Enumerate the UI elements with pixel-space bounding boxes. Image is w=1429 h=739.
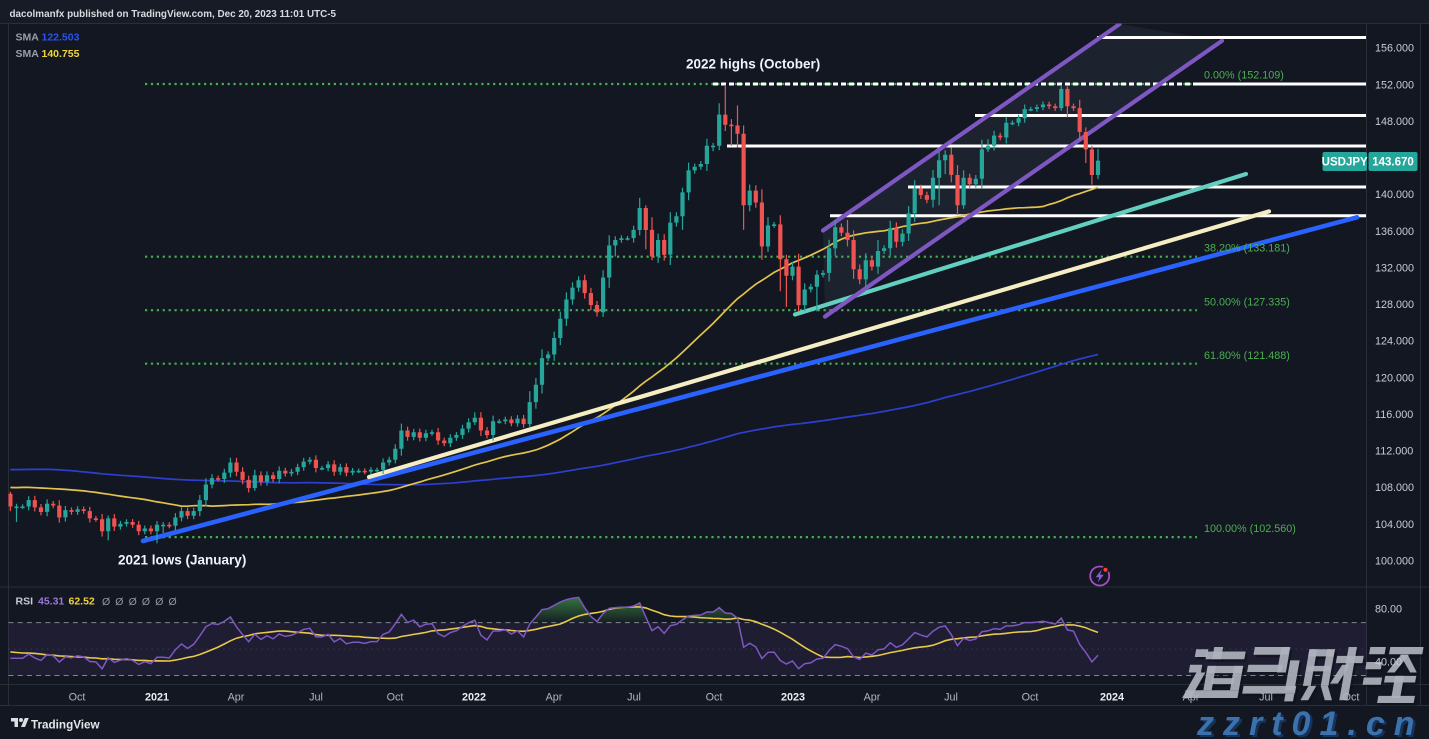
svg-text:140.000: 140.000 bbox=[1375, 189, 1414, 201]
svg-text:SMA: SMA bbox=[16, 48, 40, 60]
svg-text:132.000: 132.000 bbox=[1375, 263, 1414, 275]
svg-text:50.00% (127.335): 50.00% (127.335) bbox=[1204, 297, 1290, 309]
svg-text:Oct: Oct bbox=[1343, 692, 1360, 704]
svg-text:Ø: Ø bbox=[142, 596, 150, 608]
svg-text:100.00% (102.560): 100.00% (102.560) bbox=[1204, 523, 1296, 535]
svg-text:SMA: SMA bbox=[16, 31, 40, 43]
svg-text:Jul: Jul bbox=[944, 692, 958, 704]
svg-text:Jul: Jul bbox=[627, 692, 641, 704]
svg-text:0.00% (152.109): 0.00% (152.109) bbox=[1204, 70, 1284, 82]
svg-text:156.000: 156.000 bbox=[1375, 43, 1414, 55]
svg-text:2022 highs (October): 2022 highs (October) bbox=[686, 57, 820, 72]
svg-text:Apr: Apr bbox=[546, 692, 563, 704]
svg-text:124.000: 124.000 bbox=[1375, 336, 1414, 348]
svg-text:Jul: Jul bbox=[309, 692, 323, 704]
svg-text:152.000: 152.000 bbox=[1375, 79, 1414, 91]
svg-text:Oct: Oct bbox=[387, 692, 404, 704]
svg-text:128.000: 128.000 bbox=[1375, 299, 1414, 311]
svg-text:Ø: Ø bbox=[115, 596, 123, 608]
svg-text:148.000: 148.000 bbox=[1375, 116, 1414, 128]
svg-text:Ø: Ø bbox=[169, 596, 177, 608]
svg-text:38.20% (133.181): 38.20% (133.181) bbox=[1204, 243, 1290, 255]
svg-text:120.000: 120.000 bbox=[1375, 372, 1414, 384]
svg-text:100.000: 100.000 bbox=[1375, 556, 1414, 568]
svg-text:Oct: Oct bbox=[1022, 692, 1039, 704]
svg-text:Oct: Oct bbox=[69, 692, 86, 704]
svg-text:2024: 2024 bbox=[1100, 692, 1124, 704]
svg-text:140.755: 140.755 bbox=[42, 48, 80, 60]
svg-text:61.80% (121.488): 61.80% (121.488) bbox=[1204, 350, 1290, 362]
svg-text:62.52: 62.52 bbox=[69, 596, 95, 608]
svg-text:zzrt01.cn: zzrt01.cn bbox=[1196, 705, 1424, 739]
svg-text:112.000: 112.000 bbox=[1375, 446, 1413, 458]
svg-text:zzrt01.cn: zzrt01.cn bbox=[1199, 707, 1427, 739]
svg-text:45.31: 45.31 bbox=[38, 596, 64, 608]
svg-text:108.000: 108.000 bbox=[1375, 482, 1414, 494]
svg-text:80.00: 80.00 bbox=[1375, 604, 1402, 616]
svg-text:TradingView: TradingView bbox=[31, 719, 101, 732]
svg-text:2022: 2022 bbox=[462, 692, 486, 704]
svg-text:Ø: Ø bbox=[129, 596, 137, 608]
svg-text:122.503: 122.503 bbox=[42, 31, 80, 43]
svg-text:dacolmanfx published on Tradin: dacolmanfx published on TradingView.com,… bbox=[10, 9, 337, 20]
svg-text:136.000: 136.000 bbox=[1375, 226, 1414, 238]
svg-text:2021: 2021 bbox=[145, 692, 169, 704]
svg-text:RSI: RSI bbox=[16, 596, 34, 608]
svg-text:USDJPY: USDJPY bbox=[1322, 157, 1368, 169]
svg-text:Ø: Ø bbox=[102, 596, 110, 608]
svg-text:2023: 2023 bbox=[781, 692, 805, 704]
svg-text:Jul: Jul bbox=[1259, 692, 1273, 704]
svg-text:104.000: 104.000 bbox=[1375, 519, 1414, 531]
svg-text:Ø: Ø bbox=[155, 596, 163, 608]
svg-text:Apr: Apr bbox=[228, 692, 245, 704]
svg-text:Apr: Apr bbox=[1183, 692, 1200, 704]
svg-text:116.000: 116.000 bbox=[1375, 409, 1413, 421]
svg-text:Apr: Apr bbox=[864, 692, 881, 704]
svg-text:2021 lows (January): 2021 lows (January) bbox=[118, 553, 246, 568]
svg-text:Oct: Oct bbox=[706, 692, 723, 704]
svg-text:40.00: 40.00 bbox=[1375, 657, 1402, 669]
svg-text:143.670: 143.670 bbox=[1372, 157, 1414, 169]
